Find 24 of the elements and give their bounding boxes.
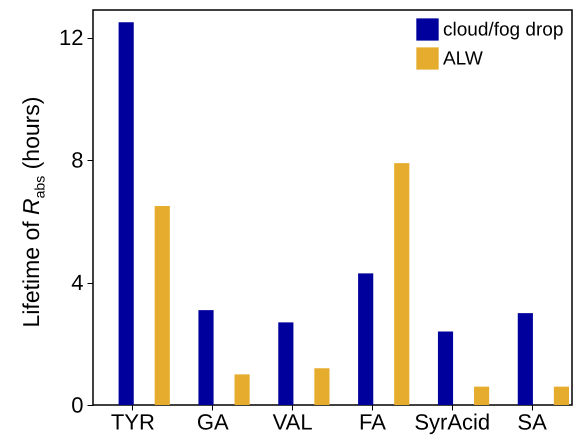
y-tick-label: 4 bbox=[71, 270, 84, 296]
bar bbox=[518, 313, 533, 405]
y-tick-label: 12 bbox=[59, 25, 84, 50]
bar bbox=[314, 368, 330, 405]
bar bbox=[234, 374, 250, 405]
x-tick-label: SyrAcid bbox=[414, 410, 490, 434]
bar bbox=[278, 322, 294, 405]
bar bbox=[154, 206, 170, 405]
x-tick-label: SA bbox=[517, 410, 548, 434]
x-tick-label: GA bbox=[196, 410, 229, 434]
legend-label: ALW bbox=[443, 48, 483, 70]
bar bbox=[438, 332, 454, 405]
bar bbox=[474, 386, 490, 405]
bar bbox=[118, 22, 134, 405]
x-tick-label: TYR bbox=[110, 410, 155, 434]
bar bbox=[198, 310, 214, 405]
y-tick-label: 0 bbox=[71, 392, 84, 418]
bar bbox=[394, 163, 410, 405]
x-tick-label: FA bbox=[358, 410, 386, 434]
bar bbox=[554, 386, 569, 405]
y-tick-label: 8 bbox=[71, 148, 84, 173]
x-tick-label: VAL bbox=[272, 410, 313, 434]
legend-label: cloud/fog drop bbox=[443, 20, 564, 40]
bar bbox=[358, 273, 374, 405]
